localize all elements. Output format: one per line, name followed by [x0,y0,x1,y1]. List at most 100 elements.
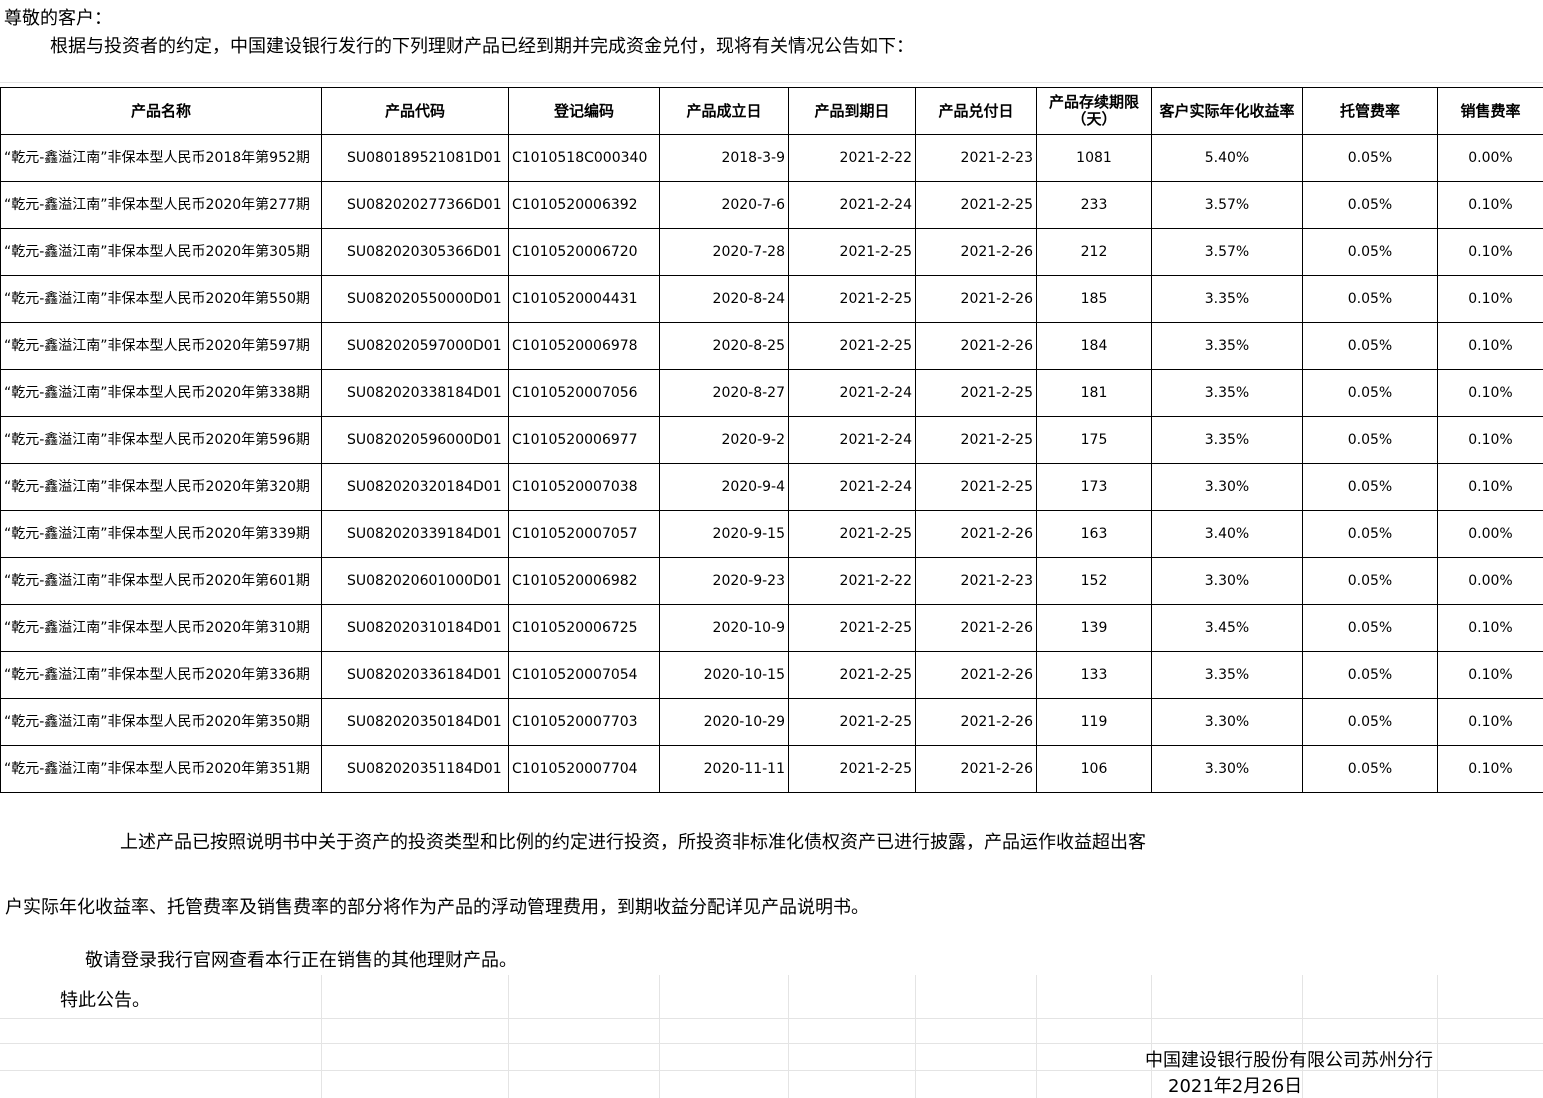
table-cell: C1010520006392 [508,181,660,229]
table-cell: 0.05% [1302,651,1438,699]
paragraph: 上述产品已按照说明书中关于资产的投资类型和比例的约定进行投资，所投资非标准化债权… [120,832,1146,853]
table-cell: 2020-9-23 [659,557,789,605]
table-cell: “乾元-鑫溢江南”非保本型人民币2020年第305期 [0,228,322,276]
table-cell: 2021-2-24 [788,181,916,229]
table-cell: “乾元-鑫溢江南”非保本型人民币2020年第336期 [0,651,322,699]
table-cell: C1010520006978 [508,322,660,370]
table-cell: 0.10% [1437,228,1543,276]
table-cell: 2021-2-25 [788,510,916,558]
table-cell: “乾元-鑫溢江南”非保本型人民币2020年第596期 [0,416,322,464]
table-cell: 0.10% [1437,275,1543,323]
grid-line [508,975,509,1098]
table-cell: 2020-11-11 [659,745,789,793]
table-cell: 0.05% [1302,228,1438,276]
table-cell: C1010520007038 [508,463,660,511]
column-header: 销售费率 [1437,87,1543,135]
table-cell: 1081 [1036,134,1152,182]
paragraph: 特此公告。 [60,990,150,1011]
table-cell: “乾元-鑫溢江南”非保本型人民币2020年第601期 [0,557,322,605]
table-cell: 0.05% [1302,181,1438,229]
table-cell: 2021-2-26 [915,322,1037,370]
greeting: 尊敬的客户： [4,8,112,29]
product-table: 产品名称 产品代码 登记编码 产品成立日 产品到期日 产品兑付日 产品存续期限（天） 客户实际… [0,87,1543,793]
table-cell: 0.10% [1437,604,1543,652]
table-cell: 0.05% [1302,510,1438,558]
table-cell: “乾元-鑫溢江南”非保本型人民币2020年第550期 [0,275,322,323]
table-cell: 163 [1036,510,1152,558]
table-cell: 0.10% [1437,651,1543,699]
table-cell: 2020-8-25 [659,322,789,370]
table-cell: 3.35% [1151,416,1303,464]
table-row: “乾元-鑫溢江南”非保本型人民币2020年第596期 SU082020596000… [0,416,1543,464]
table-cell: 0.05% [1302,275,1438,323]
table-cell: 2020-10-9 [659,604,789,652]
column-header: 产品名称 [0,87,322,135]
table-cell: 2021-2-25 [788,745,916,793]
table-row: “乾元-鑫溢江南”非保本型人民币2020年第350期 SU082020350184… [0,698,1543,746]
table-cell: 2021-2-25 [788,604,916,652]
table-cell: SU082020601000D01 [321,557,509,605]
table-cell: “乾元-鑫溢江南”非保本型人民币2020年第351期 [0,745,322,793]
table-cell: 2021-2-26 [915,604,1037,652]
table-cell: “乾元-鑫溢江南”非保本型人民币2020年第338期 [0,369,322,417]
table-cell: 0.10% [1437,698,1543,746]
table-cell: 3.30% [1151,557,1303,605]
table-cell: 2021-2-26 [915,698,1037,746]
table-row: “乾元-鑫溢江南”非保本型人民币2020年第601期 SU082020601000… [0,557,1543,605]
table-cell: 2021-2-25 [915,369,1037,417]
column-header: 产品代码 [321,87,509,135]
table-cell: “乾元-鑫溢江南”非保本型人民币2018年第952期 [0,134,322,182]
grid-line [1036,975,1037,1098]
table-cell: 3.30% [1151,745,1303,793]
table-row: “乾元-鑫溢江南”非保本型人民币2020年第305期 SU082020305366… [0,228,1543,276]
table-cell: 2020-10-29 [659,698,789,746]
table-cell: 3.57% [1151,228,1303,276]
table-body: “乾元-鑫溢江南”非保本型人民币2018年第952期 SU080189521081… [0,134,1543,793]
grid-line [321,975,322,1098]
grid-line [659,975,660,1098]
table-cell: SU082020339184D01 [321,510,509,558]
table-row: “乾元-鑫溢江南”非保本型人民币2020年第338期 SU082020338184… [0,369,1543,417]
table-cell: 233 [1036,181,1152,229]
table-cell: 2021-2-25 [915,416,1037,464]
column-header: 托管费率 [1302,87,1438,135]
header-row: 产品名称 产品代码 登记编码 产品成立日 产品到期日 产品兑付日 产品存续期限（天） 客户实际… [0,87,1543,135]
table-cell: “乾元-鑫溢江南”非保本型人民币2020年第597期 [0,322,322,370]
table-cell: 2020-10-15 [659,651,789,699]
table-cell: 5.40% [1151,134,1303,182]
table-cell: 0.05% [1302,322,1438,370]
signature-date: 2021年2月26日 [1168,1076,1303,1097]
grid-line [788,975,789,1098]
table-cell: 0.10% [1437,463,1543,511]
table-cell: 2021-2-25 [915,181,1037,229]
table-cell: 106 [1036,745,1152,793]
table-row: “乾元-鑫溢江南”非保本型人民币2020年第339期 SU082020339184… [0,510,1543,558]
table-cell: 0.05% [1302,463,1438,511]
table-cell: 119 [1036,698,1152,746]
table-cell: 2021-2-23 [915,557,1037,605]
table-cell: 2021-2-25 [788,275,916,323]
table-row: “乾元-鑫溢江南”非保本型人民币2020年第277期 SU082020277366… [0,181,1543,229]
table-cell: 2020-7-6 [659,181,789,229]
table-cell: 2020-8-27 [659,369,789,417]
table-cell: 0.05% [1302,557,1438,605]
column-header: 产品到期日 [788,87,916,135]
table-cell: SU082020351184D01 [321,745,509,793]
table-cell: 0.05% [1302,369,1438,417]
table-cell: 3.30% [1151,463,1303,511]
grid-line [1437,975,1438,1098]
table-cell: 3.45% [1151,604,1303,652]
table-cell: 3.40% [1151,510,1303,558]
table-cell: 2021-2-25 [788,698,916,746]
table-cell: C1010520007057 [508,510,660,558]
table-cell: C1010520006720 [508,228,660,276]
table-cell: 133 [1036,651,1152,699]
table-cell: 2021-2-24 [788,416,916,464]
table-cell: 0.00% [1437,134,1543,182]
grid-line [0,1018,1543,1019]
column-header: 产品兑付日 [915,87,1037,135]
table-cell: 0.05% [1302,745,1438,793]
table-cell: 0.10% [1437,416,1543,464]
table-cell: SU082020310184D01 [321,604,509,652]
paragraph: 户实际年化收益率、托管费率及销售费率的部分将作为产品的浮动管理费用，到期收益分配… [5,897,869,918]
